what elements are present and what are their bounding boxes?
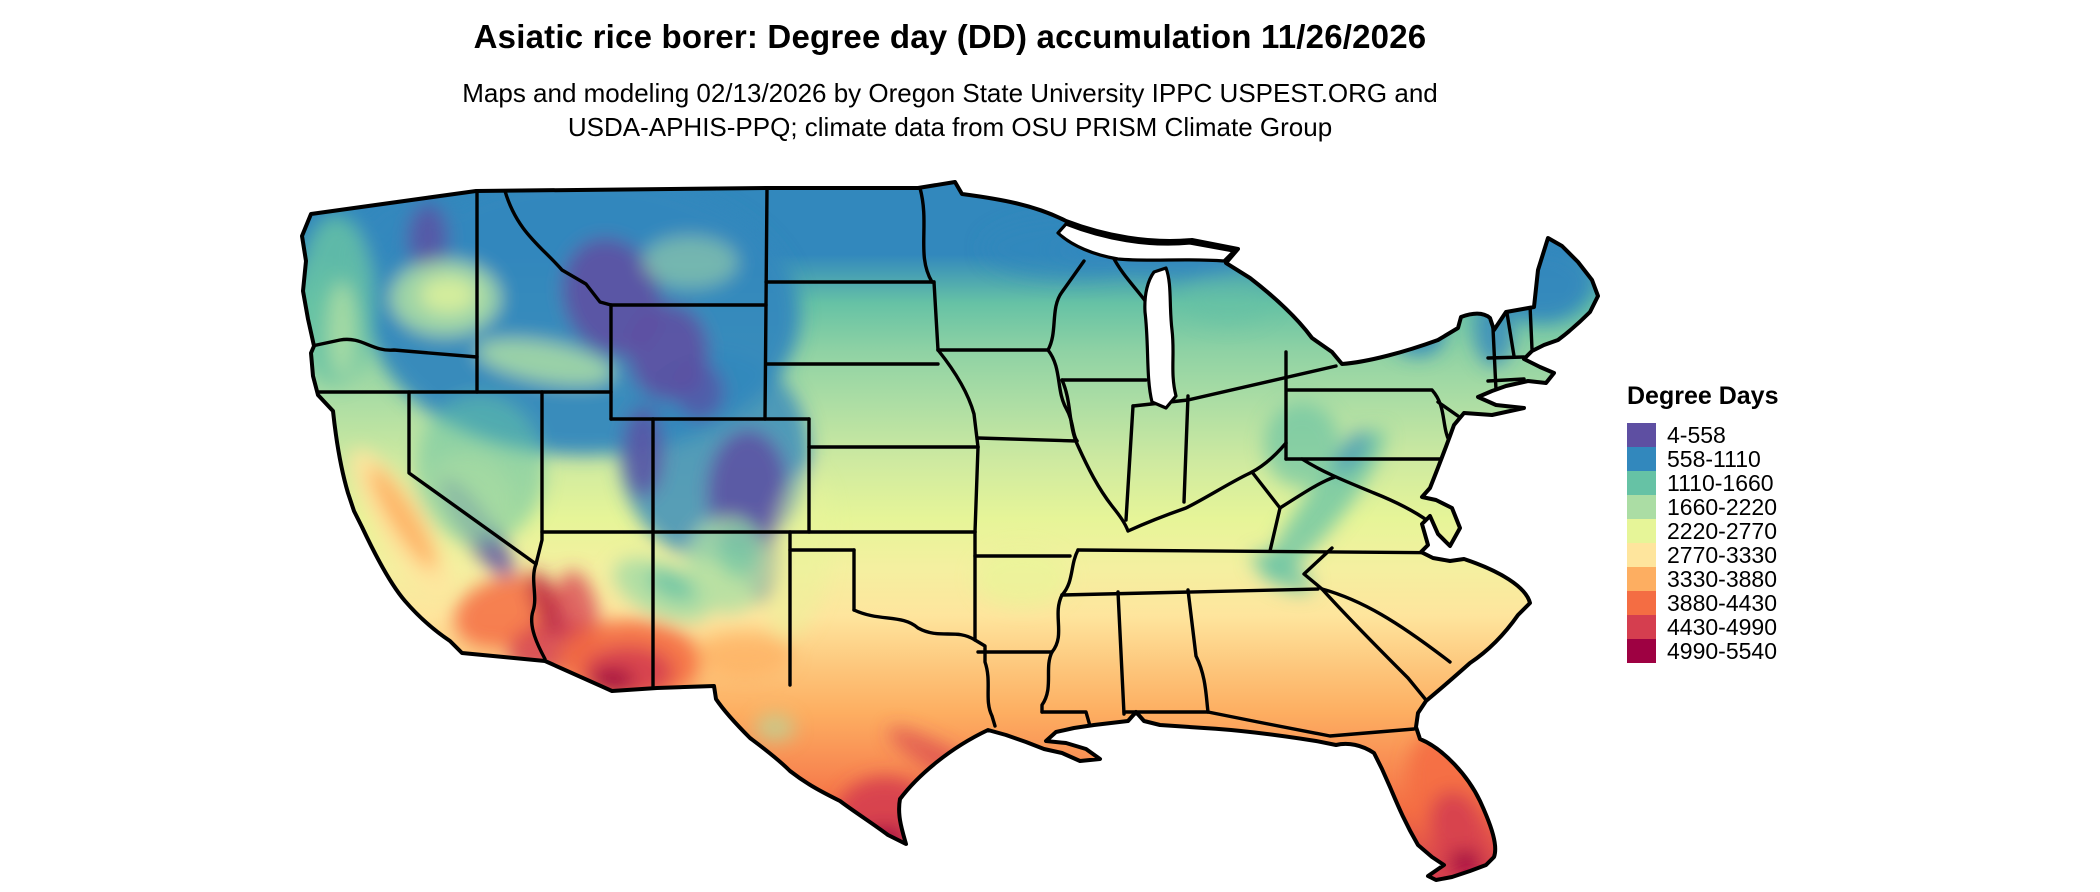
legend-item: 2770-3330 bbox=[1627, 543, 1778, 567]
legend-color-swatch bbox=[1627, 615, 1656, 639]
great-lakes bbox=[1056, 222, 1236, 410]
legend-color-swatch bbox=[1627, 495, 1656, 519]
state-borders bbox=[310, 186, 1534, 738]
legend-item: 1660-2220 bbox=[1627, 495, 1778, 519]
legend-item: 4990-5540 bbox=[1627, 639, 1778, 663]
legend-item-label: 3880-4430 bbox=[1667, 590, 1777, 616]
legend-item-label: 4430-4990 bbox=[1667, 614, 1777, 640]
legend-color-swatch bbox=[1627, 423, 1656, 447]
legend-color-swatch bbox=[1627, 567, 1656, 591]
lake-superior bbox=[1056, 222, 1236, 263]
legend-item: 3880-4430 bbox=[1627, 591, 1778, 615]
legend-item: 558-1110 bbox=[1627, 447, 1778, 471]
legend-color-swatch bbox=[1627, 471, 1656, 495]
legend-color-swatch bbox=[1627, 543, 1656, 567]
subtitle-line-1: Maps and modeling 02/13/2026 by Oregon S… bbox=[462, 78, 1438, 108]
legend-title: Degree Days bbox=[1627, 382, 1779, 410]
legend-item-label: 3330-3880 bbox=[1667, 566, 1777, 592]
page-title: Asiatic rice borer: Degree day (DD) accu… bbox=[473, 18, 1427, 55]
legend-color-swatch bbox=[1627, 591, 1656, 615]
legend-color-swatch bbox=[1627, 639, 1656, 663]
legend-item-label: 4-558 bbox=[1667, 422, 1726, 448]
legend-item-label: 1660-2220 bbox=[1667, 494, 1777, 520]
legend-item: 4430-4990 bbox=[1627, 615, 1778, 639]
page-subtitle: Maps and modeling 02/13/2026 by Oregon S… bbox=[0, 76, 1900, 144]
legend-item: 4-558 bbox=[1627, 423, 1778, 447]
legend-item: 1110-1660 bbox=[1627, 471, 1778, 495]
legend-item: 2220-2770 bbox=[1627, 519, 1778, 543]
legend-item-label: 558-1110 bbox=[1667, 446, 1761, 472]
legend-item-label: 2770-3330 bbox=[1667, 542, 1777, 568]
legend-item-label: 1110-1660 bbox=[1667, 470, 1774, 496]
legend-color-swatch bbox=[1627, 447, 1656, 471]
legend: Degree Days 4-558 558-1110 1110-1660 1660-2… bbox=[1627, 382, 1778, 663]
legend-item-label: 2220-2770 bbox=[1667, 518, 1777, 544]
legend-color-swatch bbox=[1627, 519, 1656, 543]
legend-item-label: 4990-5540 bbox=[1667, 638, 1777, 664]
subtitle-line-2: USDA-APHIS-PPQ; climate data from OSU PR… bbox=[567, 112, 1333, 142]
legend-items: 4-558 558-1110 1110-1660 1660-2220 2220-2770… bbox=[1627, 423, 1778, 663]
lake-michigan bbox=[1143, 266, 1178, 410]
legend-item: 3330-3880 bbox=[1627, 567, 1778, 591]
